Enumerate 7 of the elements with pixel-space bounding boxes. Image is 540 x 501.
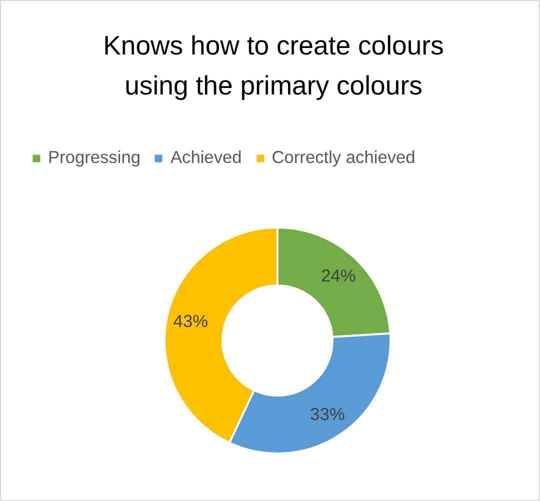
chart-title: Knows how to create colours using the primary colours xyxy=(103,30,444,100)
legend-label: Correctly achieved xyxy=(272,147,416,168)
legend-label: Progressing xyxy=(48,147,140,168)
data-label: 24% xyxy=(321,266,356,286)
legend-label: Achieved xyxy=(170,147,242,168)
data-label: 43% xyxy=(173,311,208,332)
data-label: 33% xyxy=(310,404,345,424)
